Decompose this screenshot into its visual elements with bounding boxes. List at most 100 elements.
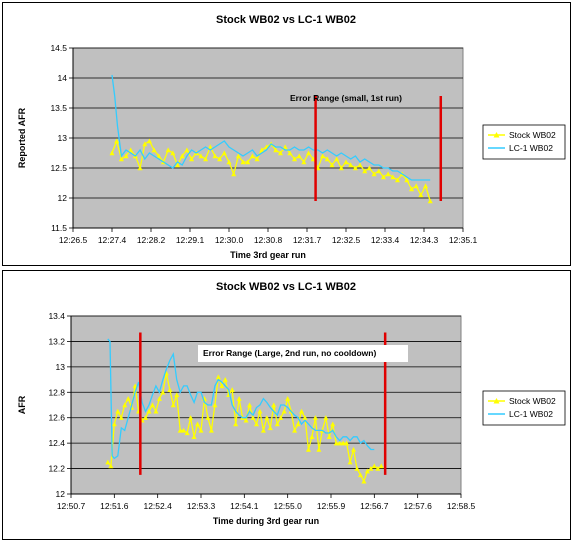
data-point — [267, 425, 273, 431]
data-point — [149, 402, 155, 408]
data-point — [219, 383, 225, 389]
data-point — [354, 465, 360, 471]
y-tick-label: 11.5 — [51, 223, 67, 233]
y-tick-label: 12 — [58, 193, 68, 203]
data-point — [295, 421, 301, 427]
data-point — [174, 392, 180, 398]
x-tick-label: 12:29.1 — [176, 235, 205, 245]
data-point — [184, 430, 190, 436]
data-point — [212, 402, 218, 408]
y-tick-label: 13 — [58, 133, 68, 143]
data-point — [361, 478, 367, 484]
data-point — [167, 387, 173, 392]
data-point — [249, 153, 255, 159]
data-point — [231, 171, 237, 177]
data-point — [160, 389, 166, 395]
y-tick-label: 12.6 — [48, 413, 65, 423]
data-point — [170, 402, 176, 408]
data-point — [114, 138, 120, 144]
x-tick-label: 12:31.7 — [293, 235, 322, 245]
data-point — [285, 396, 291, 401]
data-point — [324, 156, 330, 162]
series-line — [111, 74, 431, 181]
x-tick-label: 12:34.3 — [410, 235, 439, 245]
data-point — [366, 165, 372, 171]
data-point — [191, 434, 197, 439]
data-point — [278, 415, 284, 420]
data-point — [306, 150, 312, 156]
data-point — [409, 186, 415, 192]
data-point — [390, 174, 396, 180]
y-tick-label: 13.2 — [48, 336, 65, 346]
x-tick-label: 12:35.1 — [449, 235, 478, 245]
data-point — [198, 427, 204, 433]
data-point — [212, 153, 218, 159]
data-point — [312, 415, 318, 420]
data-point — [282, 144, 288, 150]
annotation-box — [198, 345, 408, 362]
data-point — [301, 159, 307, 165]
x-tick-label: 12:53.3 — [187, 501, 216, 511]
x-tick-label: 12:52.4 — [143, 501, 172, 511]
legend-marker — [493, 132, 500, 138]
data-point — [205, 415, 211, 420]
series-line — [107, 338, 375, 460]
data-point — [368, 465, 374, 471]
data-point — [259, 147, 265, 153]
data-point — [222, 376, 228, 382]
legend-entry: Stock WB02 — [509, 130, 556, 140]
data-point — [352, 165, 358, 171]
data-point — [277, 150, 283, 156]
data-point — [125, 396, 131, 401]
data-point — [123, 153, 129, 159]
data-point — [287, 150, 293, 156]
data-point — [257, 408, 263, 414]
x-tick-label: 12:27.4 — [98, 235, 127, 245]
data-point — [329, 162, 335, 168]
chart-title: Stock WB02 vs LC-1 WB02 — [216, 281, 356, 293]
data-point — [105, 459, 111, 465]
x-tick-label: 12:57.6 — [403, 501, 432, 511]
data-point — [146, 138, 152, 144]
y-tick-label: 14.5 — [50, 43, 67, 53]
chart-bottom: Stock WB02 vs LC-1 WB02 12 12.2 12.4 12.6 12.… — [17, 281, 566, 526]
data-point — [250, 415, 256, 420]
data-point — [299, 408, 305, 414]
data-point — [111, 421, 117, 427]
data-point — [378, 463, 384, 469]
data-point — [404, 177, 410, 183]
x-tick-label: 12:55.0 — [273, 501, 302, 511]
data-point — [264, 415, 270, 420]
data-point — [423, 183, 429, 189]
data-point — [221, 150, 227, 156]
data-point — [281, 408, 287, 414]
data-point — [254, 156, 260, 162]
data-point — [189, 156, 195, 162]
data-point — [364, 468, 370, 474]
data-point — [320, 153, 326, 159]
data-point — [344, 440, 350, 446]
x-tick-label: 12:56.7 — [360, 501, 389, 511]
legend-entry: LC-1 WB02 — [509, 409, 553, 419]
data-point — [371, 463, 377, 469]
data-point — [243, 417, 249, 423]
data-point — [156, 153, 162, 159]
x-tick-label: 12:32.5 — [332, 235, 361, 245]
data-point — [362, 168, 368, 174]
data-point — [137, 165, 143, 171]
x-axis-label: Time during 3rd gear run — [213, 516, 319, 526]
y-tick-label: 12.5 — [50, 163, 67, 173]
data-point — [305, 446, 311, 452]
data-point — [170, 150, 176, 156]
data-point — [153, 408, 159, 414]
data-point — [143, 415, 149, 420]
x-tick-label: 12:55.9 — [317, 501, 346, 511]
data-point — [128, 147, 134, 153]
data-point — [179, 153, 185, 159]
data-point — [165, 147, 171, 153]
x-axis-label: Time 3rd gear run — [230, 250, 306, 260]
chart-panel-top: Stock WB02 vs LC-1 WB02 11.5 12 12.5 13 13.5 1… — [2, 2, 571, 266]
data-point — [236, 396, 242, 401]
data-point — [333, 440, 339, 446]
data-point — [418, 192, 424, 198]
